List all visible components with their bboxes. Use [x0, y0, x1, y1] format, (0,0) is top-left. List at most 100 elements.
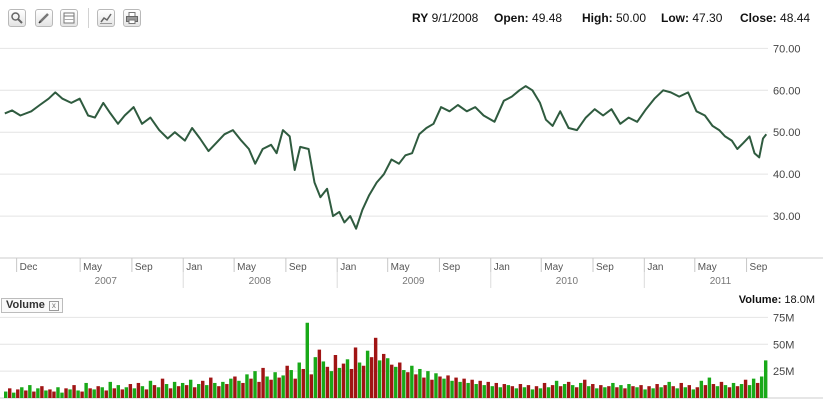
printer-icon: [126, 12, 138, 24]
volume-bar: [458, 381, 462, 399]
volume-bar: [100, 387, 104, 398]
volume-bar: [398, 362, 402, 398]
volume-bar: [313, 357, 318, 398]
volume-bar: [381, 353, 386, 398]
price-y-tick-label: 70.00: [773, 43, 801, 55]
volume-bar: [68, 389, 72, 398]
volume-bar: [719, 381, 724, 399]
volume-bar: [301, 368, 305, 398]
volume-bar: [402, 370, 406, 398]
print-button[interactable]: [123, 9, 141, 27]
volume-y-axis: 25M 50M 75M: [773, 312, 794, 378]
volume-bar: [120, 389, 125, 398]
volume-bar: [587, 386, 591, 398]
volume-legend-label: Volume: [6, 299, 45, 311]
price-x-tick-label: May: [544, 262, 563, 273]
volume-bar: [365, 350, 370, 398]
volume-bar: [538, 388, 543, 398]
volume-bar: [56, 387, 60, 398]
draw-button[interactable]: [35, 9, 53, 27]
volume-bar: [386, 358, 390, 398]
chart-type-button[interactable]: [97, 9, 115, 27]
volume-bar: [4, 391, 8, 398]
volume-bar: [225, 384, 229, 398]
volume-bar: [434, 373, 438, 398]
volume-y-tick-label: 50M: [773, 339, 794, 351]
volume-bar: [647, 386, 651, 398]
volume-bar: [583, 379, 587, 398]
volume-bar: [293, 378, 297, 398]
low-value: 47.30: [692, 11, 723, 25]
volume-readout: Volume: 18.0M: [739, 294, 815, 306]
volume-bar: [201, 380, 205, 398]
volume-bar: [550, 385, 555, 398]
volume-bar: [168, 388, 173, 398]
volume-chart[interactable]: 25M 50M 75M: [0, 312, 823, 411]
volume-bar: [373, 337, 378, 398]
close-label: Close:: [740, 11, 777, 25]
volume-bar: [221, 381, 225, 399]
price-x-axis: Dec May Sep Jan May Sep Jan May Sep Jan May Sep Jan M…: [16, 258, 768, 288]
volume-bar: [715, 386, 720, 398]
price-y-tick-label: 50.00: [773, 127, 801, 139]
volume-bar: [679, 382, 683, 398]
volume-bar: [534, 386, 539, 398]
volume-bar: [627, 384, 631, 398]
volume-bar: [542, 382, 547, 398]
price-x-tick-label: Sep: [289, 262, 307, 273]
volume-bar: [144, 389, 149, 398]
volume-bar: [44, 390, 48, 398]
volume-bar: [514, 388, 519, 398]
close-icon[interactable]: x: [48, 301, 59, 311]
volume-bar: [410, 365, 414, 398]
volume-bar: [667, 381, 671, 399]
volume-bars: [4, 322, 768, 399]
volume-bar: [595, 388, 599, 398]
price-x-tick-label: Dec: [20, 262, 38, 273]
volume-bar: [759, 376, 764, 398]
quote-open: Open: 49.48: [494, 11, 562, 25]
price-chart[interactable]: Dec May Sep Jan May Sep Jan May Sep Jan May Sep Jan M…: [0, 40, 823, 290]
volume-bar: [478, 380, 482, 398]
volume-bar: [687, 385, 691, 398]
volume-legend[interactable]: Volume x: [1, 298, 63, 313]
magnifier-icon: [11, 12, 23, 24]
volume-bar: [643, 389, 647, 398]
volume-bar: [80, 391, 84, 398]
volume-bar: [197, 384, 201, 398]
volume-bar: [261, 367, 265, 398]
price-x-tick-label: Jan: [186, 262, 202, 273]
volume-bar: [321, 361, 326, 398]
volume-bar: [297, 362, 301, 398]
volume-readout-label: Volume:: [738, 294, 782, 306]
volume-bar: [88, 388, 92, 398]
quote-high: High: 50.00: [582, 11, 646, 25]
open-label: Open:: [494, 11, 529, 25]
volume-bar: [671, 386, 675, 398]
volume-y-tick-label: 25M: [773, 366, 794, 378]
quote-date: 9/1/2008: [431, 11, 479, 25]
volume-bar: [739, 384, 744, 398]
volume-bar: [711, 384, 716, 398]
volume-bar: [611, 382, 615, 398]
volume-bar: [265, 376, 269, 398]
volume-bar: [361, 365, 366, 398]
volume-bar: [164, 384, 169, 398]
volume-bar: [108, 381, 112, 399]
zoom-button[interactable]: [8, 9, 26, 27]
volume-bar: [591, 384, 595, 398]
volume-bar: [566, 381, 571, 399]
volume-bar: [747, 385, 752, 398]
volume-bar: [446, 375, 450, 398]
volume-bar: [554, 380, 559, 398]
volume-bar: [140, 386, 145, 398]
volume-bar: [357, 362, 362, 398]
volume-bar: [707, 377, 712, 398]
volume-bar: [422, 377, 426, 398]
volume-bar: [418, 368, 422, 398]
table-button[interactable]: [60, 9, 78, 27]
toolbar: RY 9/1/2008 Open: 49.48 High: 50.00 Low:…: [0, 0, 823, 36]
volume-bar: [329, 371, 334, 399]
volume-bar: [518, 384, 523, 398]
volume-bar: [639, 385, 643, 398]
